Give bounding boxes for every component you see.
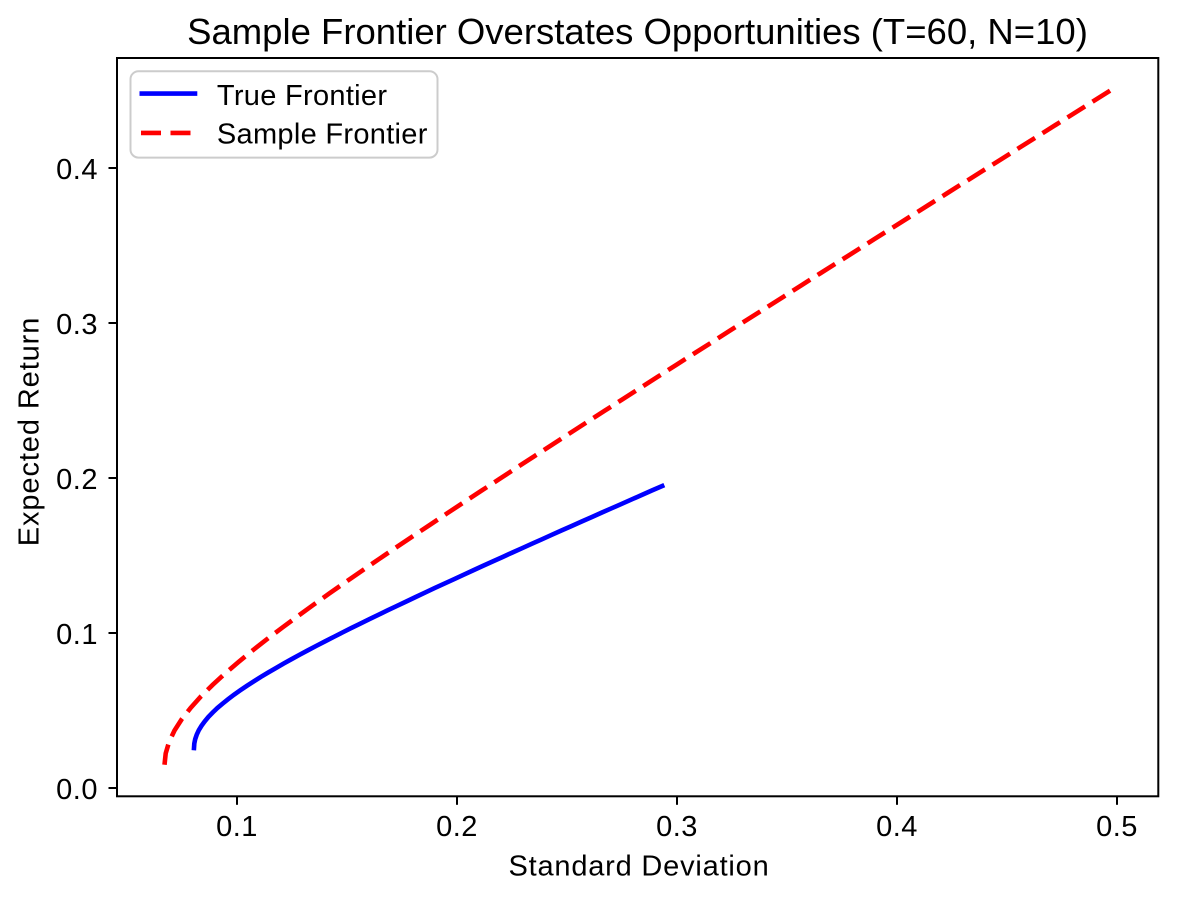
svg-text:0.2: 0.2	[56, 464, 98, 496]
svg-text:0.3: 0.3	[656, 811, 698, 843]
svg-text:0.1: 0.1	[216, 811, 258, 843]
svg-text:True Frontier: True Frontier	[217, 80, 387, 112]
svg-text:Standard Deviation: Standard Deviation	[508, 850, 769, 882]
svg-text:0.5: 0.5	[1096, 811, 1138, 843]
svg-text:0.3: 0.3	[56, 309, 98, 341]
svg-text:0.1: 0.1	[56, 619, 98, 651]
svg-text:0.4: 0.4	[56, 154, 98, 186]
svg-text:Sample Frontier: Sample Frontier	[217, 118, 428, 150]
svg-text:0.0: 0.0	[56, 774, 98, 806]
svg-text:Sample Frontier Overstates Opp: Sample Frontier Overstates Opportunities…	[187, 11, 1088, 52]
svg-text:0.2: 0.2	[436, 811, 478, 843]
svg-text:0.4: 0.4	[876, 811, 918, 843]
svg-text:Expected Return: Expected Return	[14, 317, 46, 547]
